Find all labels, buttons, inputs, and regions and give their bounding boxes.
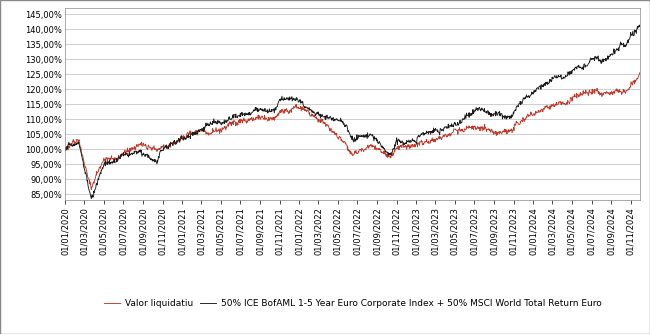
Legend: Valor liquidatiu, 50% ICE BofAML 1-5 Year Euro Corporate Index + 50% MSCI World : Valor liquidatiu, 50% ICE BofAML 1-5 Yea…: [100, 295, 605, 311]
Line: 50% ICE BofAML 1-5 Year Euro Corporate Index + 50% MSCI World Total Return Euro: 50% ICE BofAML 1-5 Year Euro Corporate I…: [65, 25, 640, 199]
Line: Valor liquidatiu: Valor liquidatiu: [65, 72, 640, 190]
